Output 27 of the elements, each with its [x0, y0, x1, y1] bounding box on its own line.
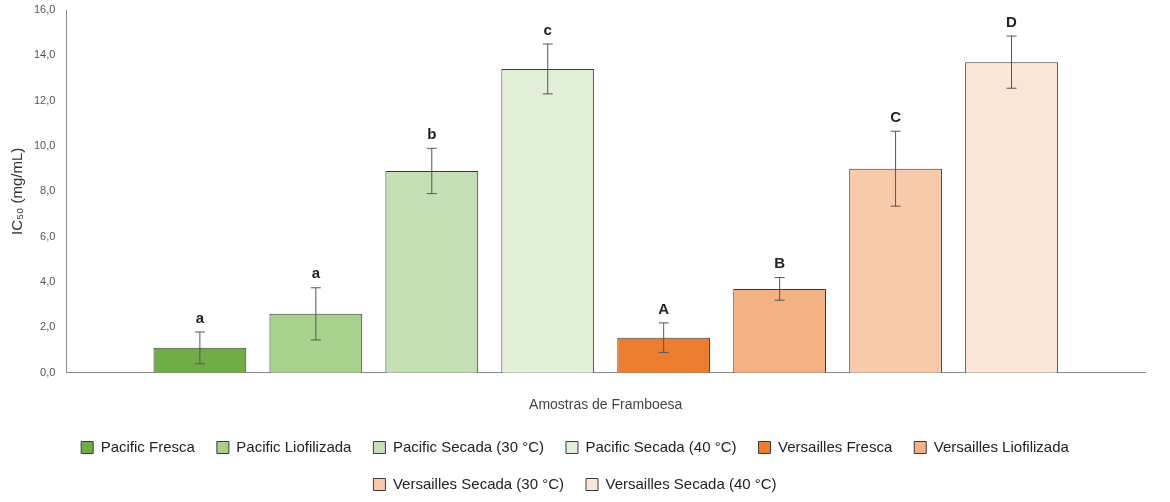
- data-label: a: [311, 264, 321, 282]
- y-tick-label: 2,0: [40, 320, 56, 333]
- legend-label: Pacific Secada (30 °C): [392, 437, 544, 455]
- legend-label: Pacific Liofilizada: [236, 437, 353, 455]
- legend-label: Versailles Fresca: [778, 437, 893, 455]
- y-tick-label: 0,0: [40, 365, 56, 378]
- legend-label: Versailles Liofilizada: [933, 437, 1070, 455]
- y-tick-label: 10,0: [33, 139, 56, 152]
- legend-label: Versailles Secada (40 °C): [605, 474, 777, 492]
- data-label: B: [774, 254, 786, 272]
- data-label: D: [1006, 12, 1018, 30]
- y-tick-label: 12,0: [33, 93, 56, 106]
- legend-label: Versailles Secada (30 °C): [392, 474, 565, 492]
- legend-label: Pacific Secada (40 °C): [585, 437, 737, 455]
- legend-label: Pacific Fresca: [100, 437, 196, 455]
- y-tick-label: 16,0: [33, 3, 56, 16]
- data-label: C: [890, 107, 902, 125]
- y-tick-label: 8,0: [40, 184, 56, 197]
- y-tick-label: 6,0: [40, 229, 56, 242]
- data-label: a: [195, 308, 205, 326]
- data-label: A: [658, 299, 670, 317]
- y-tick-label: 4,0: [40, 275, 56, 288]
- data-label: b: [427, 124, 437, 142]
- x-axis-title: Amostras de Framboesa: [529, 396, 683, 413]
- y-axis-title: IC₅₀ (mg/mL): [8, 147, 26, 236]
- y-tick-label: 14,0: [33, 48, 56, 61]
- data-label: c: [543, 20, 552, 38]
